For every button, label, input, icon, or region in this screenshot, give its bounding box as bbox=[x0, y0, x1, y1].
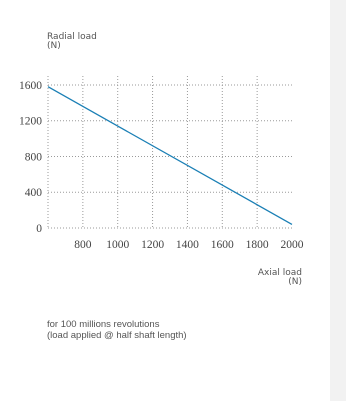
x-axis-unit: (N) bbox=[288, 277, 302, 287]
series-line bbox=[47, 86, 293, 225]
y-tick-label: 800 bbox=[25, 151, 43, 163]
note-line-1: for 100 millions revolutions bbox=[47, 319, 160, 330]
x-axis-label: Axial load (N) bbox=[258, 269, 302, 287]
grid bbox=[47, 76, 292, 229]
x-tick-label: 1000 bbox=[106, 239, 129, 251]
x-tick-label: 1600 bbox=[211, 239, 234, 251]
x-tick-label: 2000 bbox=[281, 239, 304, 251]
y-tick-label: 1600 bbox=[19, 80, 42, 92]
scrollbar-track[interactable] bbox=[330, 0, 346, 401]
y-axis-label: Radial load (N) bbox=[47, 33, 97, 51]
chart-note: for 100 millions revolutions (load appli… bbox=[47, 319, 187, 341]
x-tick-label: 1800 bbox=[246, 239, 269, 251]
y-tick-label: 400 bbox=[25, 187, 43, 199]
x-tick-label: 800 bbox=[74, 239, 92, 251]
series-lines bbox=[47, 86, 293, 225]
x-tick-label: 1200 bbox=[141, 239, 164, 251]
y-tick-label: 0 bbox=[36, 223, 42, 235]
x-axis-title: Axial load bbox=[257, 268, 302, 278]
note-line-2: (load applied @ half shaft length) bbox=[47, 330, 187, 341]
x-tick-label: 1400 bbox=[176, 239, 199, 251]
y-axis-unit: (N) bbox=[47, 41, 61, 51]
y-tick-label: 1200 bbox=[19, 116, 42, 128]
tick-labels: 0 400 800 1200 1600 800 1000 1200 1400 1600 1800 20… bbox=[19, 80, 304, 251]
y-axis-title: Radial load bbox=[47, 32, 97, 42]
